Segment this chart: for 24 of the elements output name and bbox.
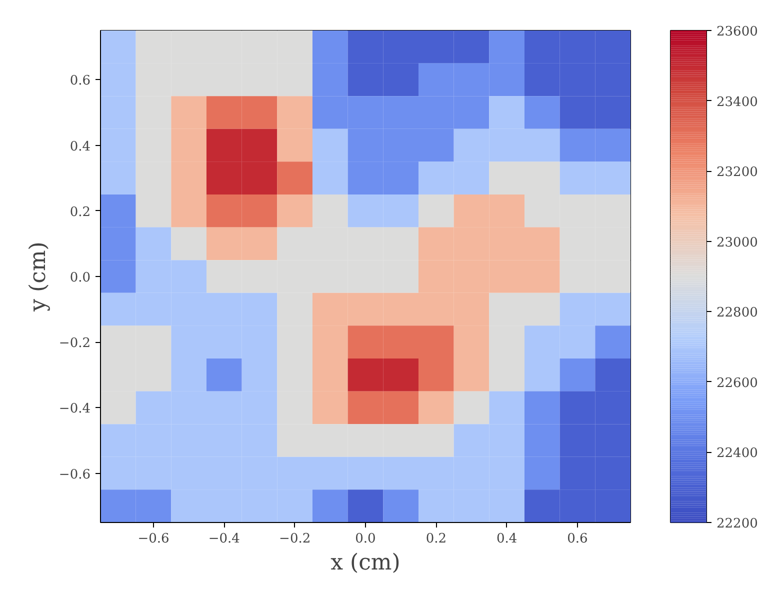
color-bar-label: 22200: [716, 516, 758, 532]
y-tick-label: −0.6: [58, 467, 91, 482]
color-bar-label: 23600: [716, 24, 758, 40]
y-tick-label: −0.4: [58, 402, 91, 417]
color-bar-label: 23400: [716, 94, 758, 110]
y-tick-label: 0.2: [70, 204, 91, 220]
x-tick-label: −0.6: [138, 532, 170, 546]
color-bar-label: 23000: [716, 235, 758, 250]
x-tick-label: 0.4: [496, 532, 518, 546]
x-tick-label: 0.0: [355, 532, 376, 546]
color-bar-label: 22400: [716, 446, 758, 462]
x-tick-label: −0.2: [279, 532, 311, 546]
x-axis-title: x (cm): [330, 550, 400, 576]
y-tick-label: 0.4: [70, 139, 91, 154]
y-tick-label: −0.2: [58, 336, 91, 352]
x-tick-label: −0.4: [208, 532, 240, 546]
color-bar-label: 22600: [716, 376, 758, 391]
y-tick-label: 0.6: [70, 74, 91, 89]
y-tick-label: 0.0: [70, 270, 91, 286]
x-tick-label: 0.2: [426, 532, 447, 546]
y-axis-title: y (cm): [26, 242, 51, 312]
color-bar-label: 23200: [716, 165, 758, 180]
x-tick-label: 0.6: [567, 532, 588, 546]
color-bar-label: 22800: [716, 306, 758, 321]
